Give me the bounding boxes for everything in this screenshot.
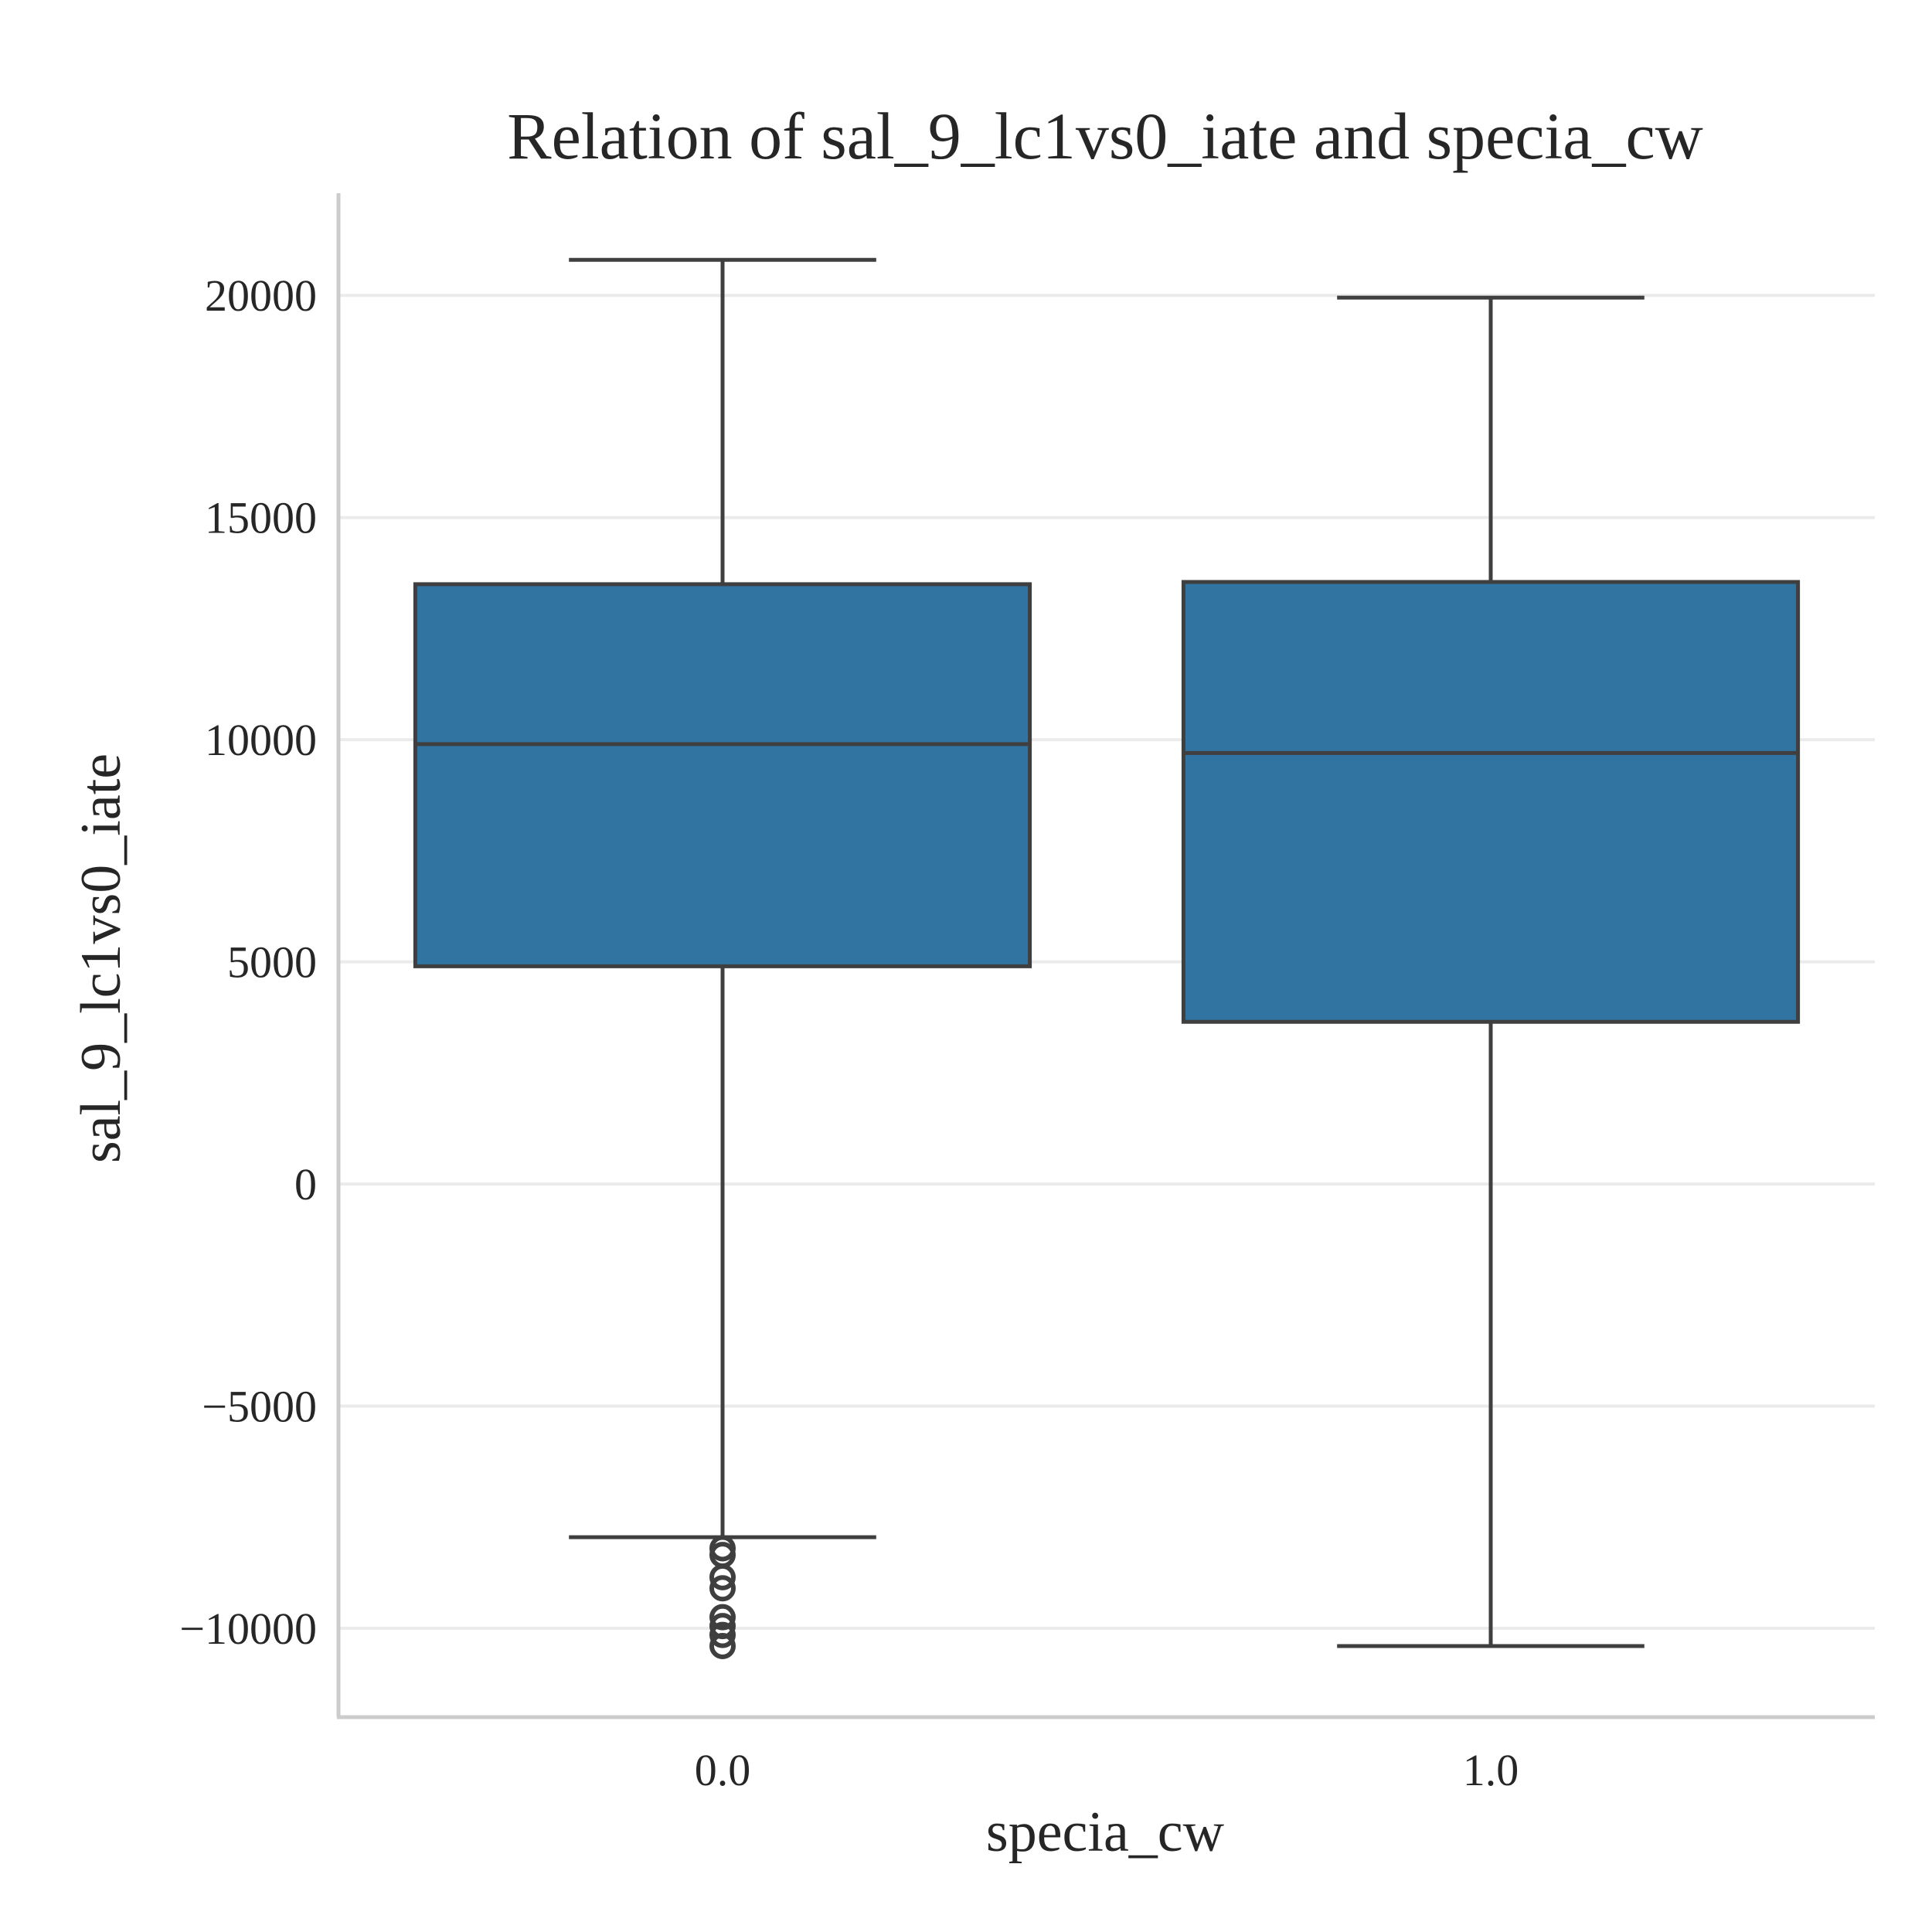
outlier-point: [709, 1575, 736, 1602]
x-axis-label: specia_cw: [986, 1801, 1225, 1864]
x-tick-label: 1.0: [1463, 1745, 1519, 1795]
outlier-point: [709, 1621, 736, 1648]
x-tick-labels: 0.0 1.0: [695, 1745, 1519, 1795]
x-tick-label: 0.0: [695, 1745, 751, 1795]
y-tick-labels: 20000 15000 10000 5000 0 −5000 −10000: [179, 270, 317, 1654]
y-tick-label: 5000: [227, 937, 317, 988]
outlier-point: [709, 1604, 736, 1631]
chart-title: Relation of sal_9_lc1vs0_iate and specia…: [507, 99, 1703, 173]
outlier-point: [709, 1633, 736, 1660]
y-tick-label: 20000: [205, 270, 317, 321]
y-tick-label: 10000: [205, 715, 317, 765]
outlier-point: [709, 1563, 736, 1590]
boxes: [413, 257, 1801, 1660]
y-axis-label: sal_9_lc1vs0_iate: [70, 753, 133, 1163]
y-tick-label: −10000: [179, 1604, 317, 1654]
y-tick-label: 0: [294, 1159, 317, 1209]
y-tick-label: −5000: [202, 1382, 317, 1432]
iqr-box: [1181, 580, 1801, 1024]
box-group-1.0: [1181, 295, 1801, 1648]
y-tick-label: 15000: [205, 493, 317, 543]
box-group-0.0: [413, 257, 1032, 1660]
iqr-box: [413, 582, 1032, 968]
